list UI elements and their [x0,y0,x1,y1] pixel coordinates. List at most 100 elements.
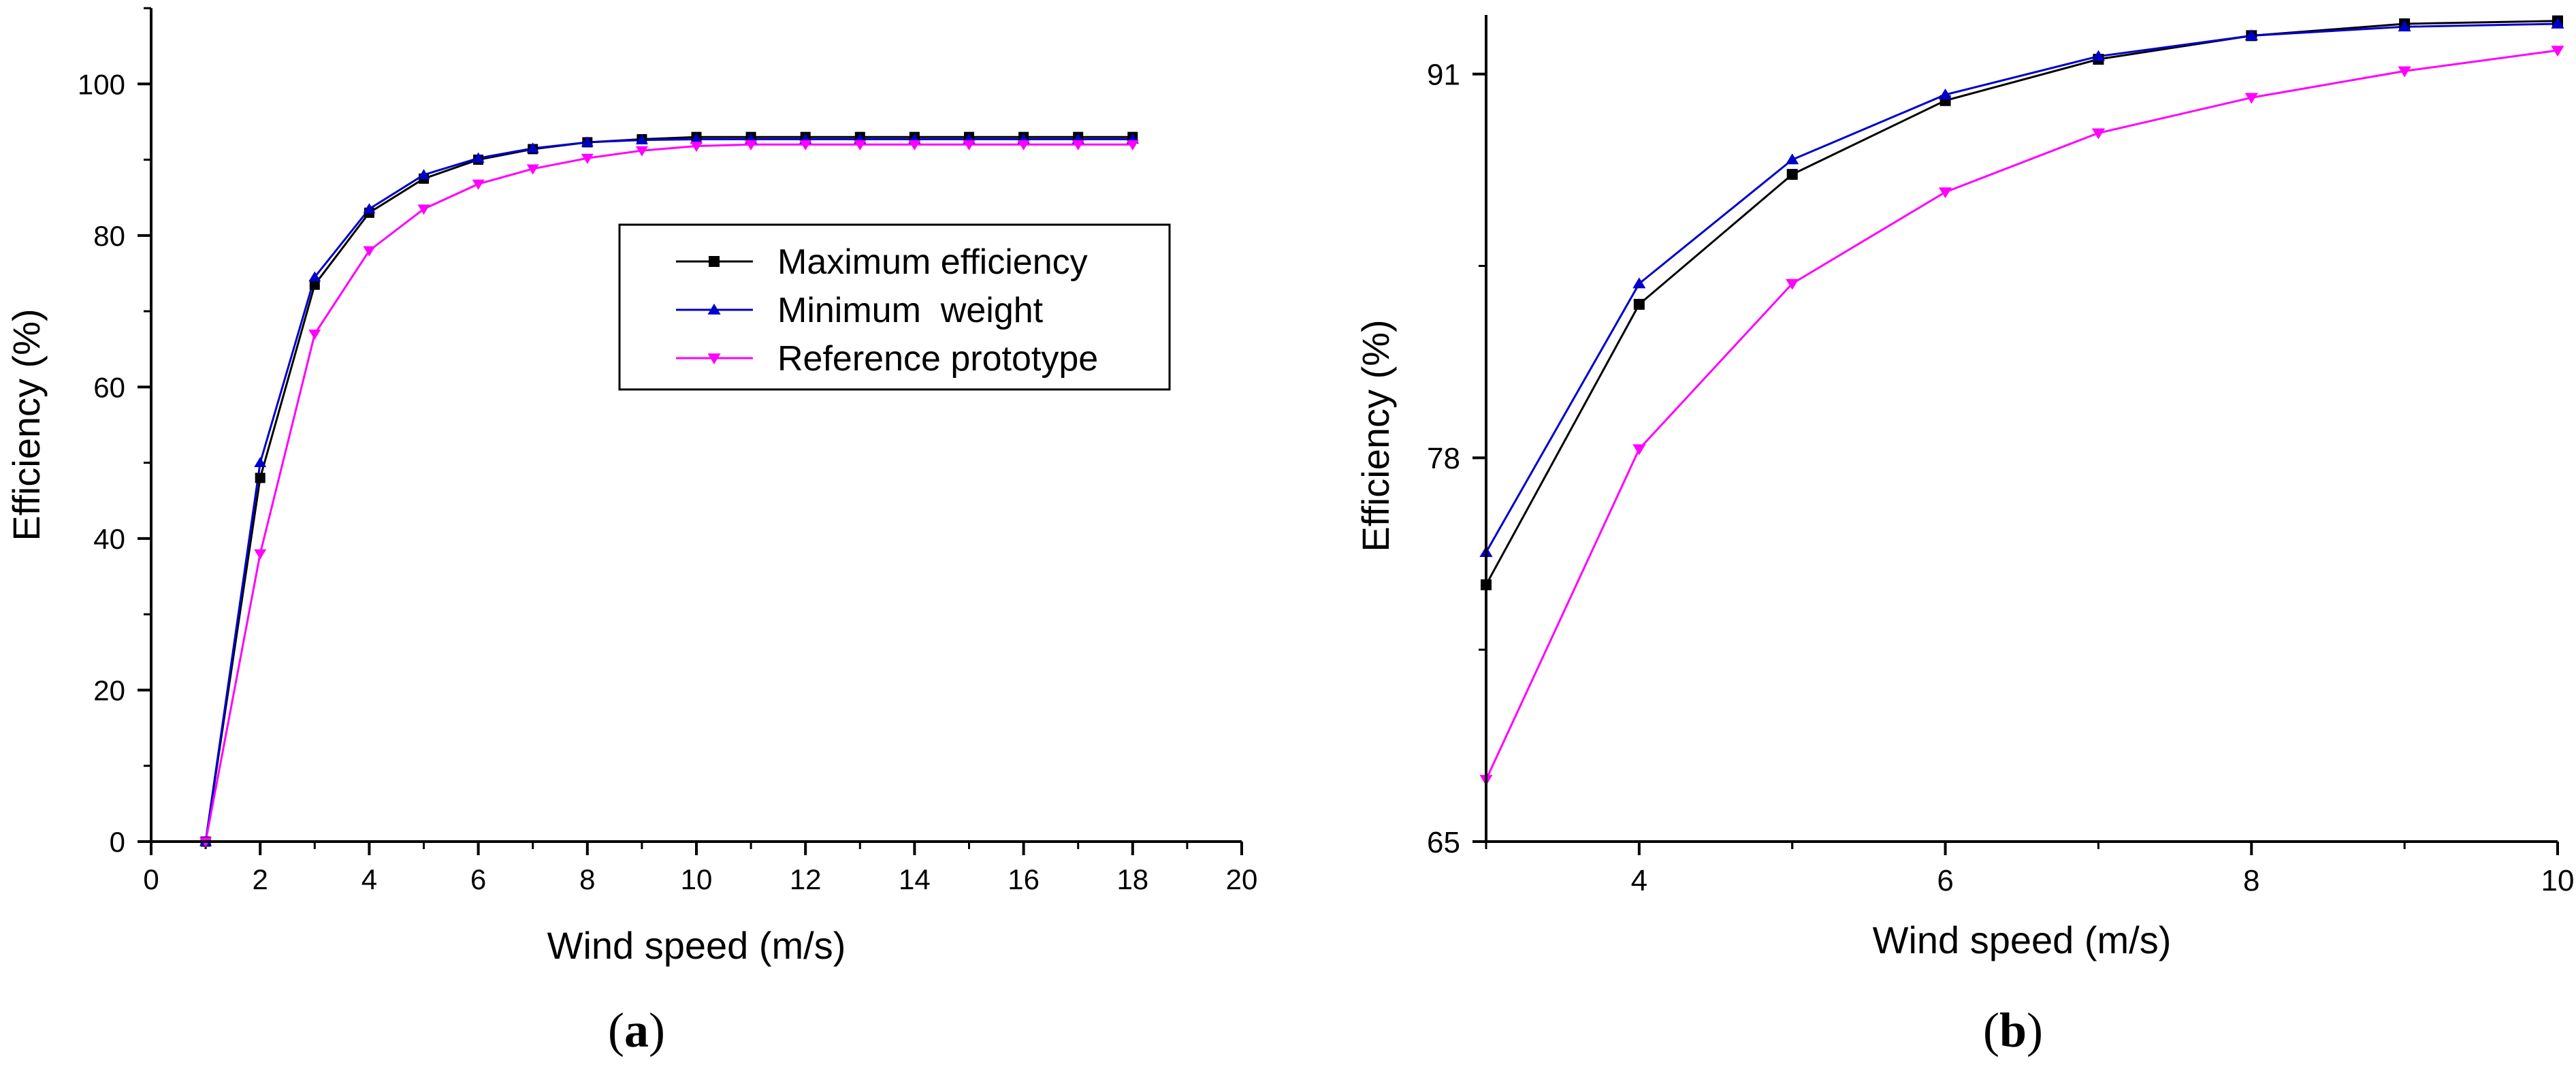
panel-a-y-tick-label: 100 [78,68,125,100]
panel-a-point-reference-prototype [581,153,594,164]
panel-a-caption-letter: a [624,1003,649,1057]
panel-b-point-reference-prototype [2091,128,2106,140]
panel-a-point-reference-prototype [963,140,976,150]
panel-a-point-reference-prototype [308,330,321,340]
panel-a-series-markers [199,131,1139,848]
panel-a-y-tick-label: 40 [93,523,125,555]
panel-b-point-minimum-weight [1938,88,1952,99]
panel-a-line-minimum-weight [204,138,1133,842]
panel-b-caption: (b) [1983,1003,2043,1057]
panel-a-point-reference-prototype [363,246,376,257]
panel-b-x-tick-label: 10 [2541,864,2575,897]
panel-a-point-reference-prototype [1017,140,1030,150]
panel-a-point-reference-prototype [745,140,758,150]
panel-b-point-reference-prototype [2551,46,2564,57]
panel-b-point-maximum-efficiency [1633,298,1645,310]
panel-b-line-maximum-efficiency [1485,20,2558,586]
panel-a-point-reference-prototype [908,140,921,150]
panel-b-x-tick-label: 4 [1631,864,1647,897]
panel-a-point-reference-prototype [799,140,812,150]
panel-a-y-axis-label: Efficiency (%) [5,308,48,541]
panel-b-point-minimum-weight [2091,50,2106,61]
panel-a-y-tick-label: 60 [93,371,125,403]
panel-a: 0 2 4 6 8 10 12 14 16 18 20 0 20 40 60 80 100 Maximum ef… [5,7,1258,1057]
panel-a-point-minimum-weight [254,457,267,468]
panel-a-x-tick-label: 18 [1116,863,1148,895]
panel-b-point-minimum-weight [1786,153,1799,165]
panel-b-point-reference-prototype [1632,444,1646,456]
panel-a-series-lines [204,135,1133,842]
panel-a-y-tick-label: 80 [93,220,125,252]
panel-a-point-reference-prototype [526,164,539,175]
panel-b-series-lines [1485,20,2558,780]
panel-a-point-minimum-weight [363,203,376,214]
panel-b-x-axis-label: Wind speed (m/s) [1873,919,2172,961]
panel-b-point-reference-prototype [1786,278,1799,290]
panel-a-point-minimum-weight [308,271,321,282]
panel-a-point-minimum-weight [635,134,648,145]
panel-b-x-tick-label: 8 [2243,864,2259,897]
panel-b-point-reference-prototype [2244,93,2258,104]
panel-a-point-minimum-weight [417,169,430,180]
panel-a-line-reference-prototype [204,143,1133,842]
panel-a-point-reference-prototype [1126,140,1139,150]
legend-marker-reference-prototype [707,353,721,365]
panel-a-point-reference-prototype [1072,140,1084,150]
panel-a-x-tick-label: 20 [1226,863,1258,895]
panel-b-point-minimum-weight [2398,20,2411,32]
legend-marker-minimum-weight [707,303,721,315]
panel-b-point-minimum-weight [1632,277,1646,289]
panel-b-point-reference-prototype [1938,187,1952,199]
panel-a-x-axis-label: Wind speed (m/s) [547,924,846,967]
panel-b-x-tick-label: 6 [1937,864,1953,897]
legend-label-reference-prototype: Reference prototype [777,339,1098,379]
panel-b-caption-letter: b [1999,1003,2027,1057]
panel-a-point-maximum-efficiency [255,473,265,483]
panel-a-legend-items [676,256,753,365]
panel-b-ticks: 4 6 8 10 65 78 91 [1427,59,2574,897]
panel-a-legend: Maximum efficiency Minimum weight Refere… [618,223,1171,391]
panel-b-series-markers [1479,15,2564,786]
panel-b-point-reference-prototype [2398,66,2411,78]
panel-b-line-minimum-weight [1485,22,2558,553]
panel-a-point-reference-prototype [690,142,703,153]
legend-label-minimum-weight: Minimum weight [777,291,1044,330]
panel-a-point-maximum-efficiency [309,279,320,290]
panel-a-point-reference-prototype [635,146,648,157]
panel-b-y-tick-label: 65 [1427,826,1460,859]
panel-a-x-tick-label: 10 [681,863,713,895]
panel-a-point-minimum-weight [526,142,539,153]
panel-a-x-tick-label: 16 [1008,863,1040,895]
panel-a-x-tick-label: 4 [361,863,377,895]
panel-a-point-minimum-weight [690,133,703,144]
panel-a-legend-box [618,223,1171,391]
panel-b-axes [1485,15,2558,843]
panel-a-x-tick-label: 14 [899,863,931,895]
panel-a-x-tick-label: 6 [470,863,486,895]
panel-b-point-minimum-weight [2244,29,2258,41]
panel-a-line-maximum-efficiency [204,135,1133,842]
panel-b-point-maximum-efficiency [1786,169,1798,180]
panel-b-y-axis-label: Efficiency (%) [1354,319,1397,552]
panel-a-point-minimum-weight [581,136,594,147]
panel-a-y-tick-label: 0 [110,826,125,858]
panel-a-x-tick-label: 0 [143,863,159,895]
panel-b-y-tick-label: 78 [1427,442,1460,475]
panel-a-ticks: 0 2 4 6 8 10 12 14 16 18 20 0 20 40 60 80 100 [78,7,1258,895]
panel-b: 4 6 8 10 65 78 91 Wind speed (m/s) Efficiency … [1354,15,2574,1057]
panel-a-point-reference-prototype [854,140,867,150]
panel-b-y-tick-label: 91 [1427,59,1460,92]
panel-a-point-reference-prototype [472,179,485,190]
panel-a-point-minimum-weight [472,152,485,163]
legend-label-maximum-efficiency: Maximum efficiency [777,242,1088,282]
panel-b-point-minimum-weight [2551,17,2564,29]
legend-marker-maximum-efficiency [709,256,720,267]
panel-a-x-tick-label: 2 [253,863,268,895]
panel-a-x-tick-label: 8 [579,863,595,895]
panel-a-caption: (a) [608,1003,665,1057]
panel-a-y-tick-label: 20 [93,675,125,707]
panel-a-point-reference-prototype [417,204,430,215]
panel-a-x-tick-label: 12 [790,863,822,895]
panel-a-axes [150,8,1242,843]
